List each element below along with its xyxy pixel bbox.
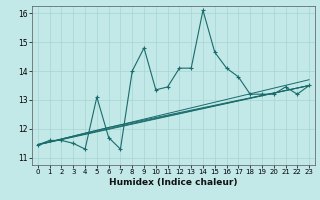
X-axis label: Humidex (Indice chaleur): Humidex (Indice chaleur) bbox=[109, 178, 238, 187]
